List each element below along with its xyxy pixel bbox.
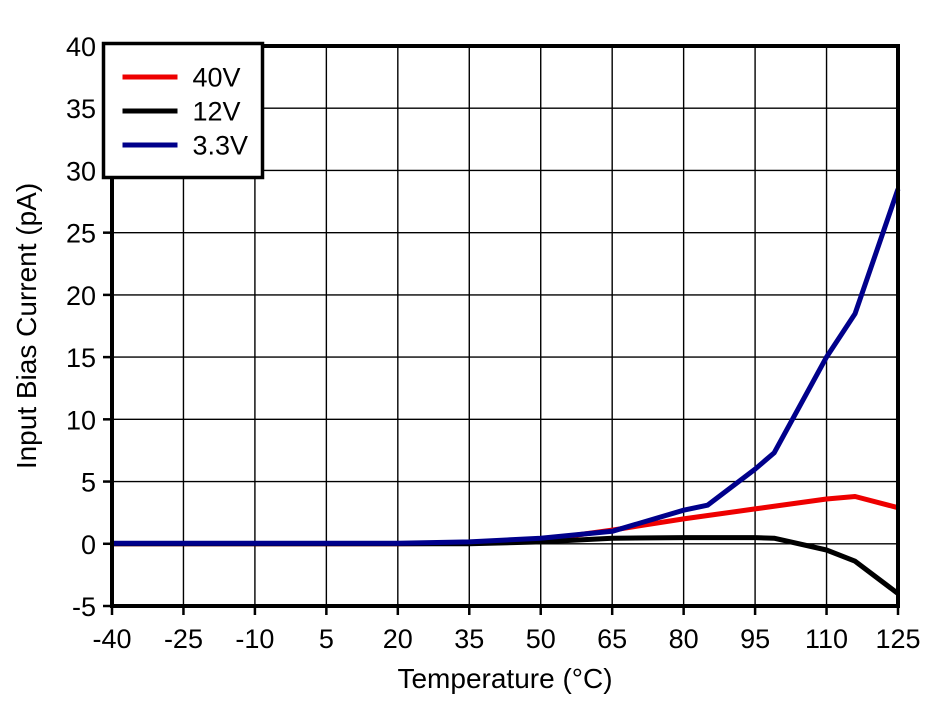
y-tick-label: 25 (66, 219, 96, 249)
data-series (112, 188, 901, 596)
y-tick-label: 10 (66, 405, 96, 435)
legend-label-40v: 40V (193, 63, 241, 93)
x-tick-label: 95 (740, 624, 770, 654)
x-tick-label: 125 (875, 624, 920, 654)
legend: 40V 12V 3.3V (101, 41, 265, 180)
plot-frame (110, 44, 900, 608)
y-tick-label: 20 (66, 281, 96, 311)
x-tick-label: 20 (383, 624, 413, 654)
legend-label-12v: 12V (193, 97, 241, 127)
legend-label-3.3v: 3.3V (193, 131, 249, 161)
y-tick-label: 35 (66, 94, 96, 124)
x-tick-labels: -40 -25 -10 5 20 35 50 65 80 95 110 125 (92, 624, 920, 654)
x-tick-label: -40 (92, 624, 131, 654)
series-line-12v (112, 535, 900, 596)
y-tick-label: 5 (81, 468, 96, 498)
x-tick-label: 35 (454, 624, 484, 654)
x-tick-label: 80 (669, 624, 699, 654)
series-line-40v (112, 494, 899, 547)
x-tick-label: -25 (164, 624, 203, 654)
x-tick-label: 50 (526, 624, 556, 654)
y-tick-label: 15 (66, 343, 96, 373)
series-line-3.3v (112, 188, 901, 546)
y-axis-title: Input Bias Current (pA) (11, 183, 42, 469)
x-tick-label: 110 (805, 624, 848, 654)
y-tick-label: 40 (66, 32, 96, 62)
x-tick-label: 65 (597, 624, 627, 654)
y-tick-label: 30 (66, 156, 96, 186)
y-tick-label: -5 (72, 592, 96, 622)
x-axis-title: Temperature (°C) (397, 663, 612, 694)
x-tick-label: 5 (319, 624, 334, 654)
y-tick-label: 0 (81, 530, 96, 560)
x-tick-label: -10 (235, 624, 274, 654)
y-tick-labels: -5 0 5 10 15 20 25 30 35 40 (66, 32, 96, 622)
